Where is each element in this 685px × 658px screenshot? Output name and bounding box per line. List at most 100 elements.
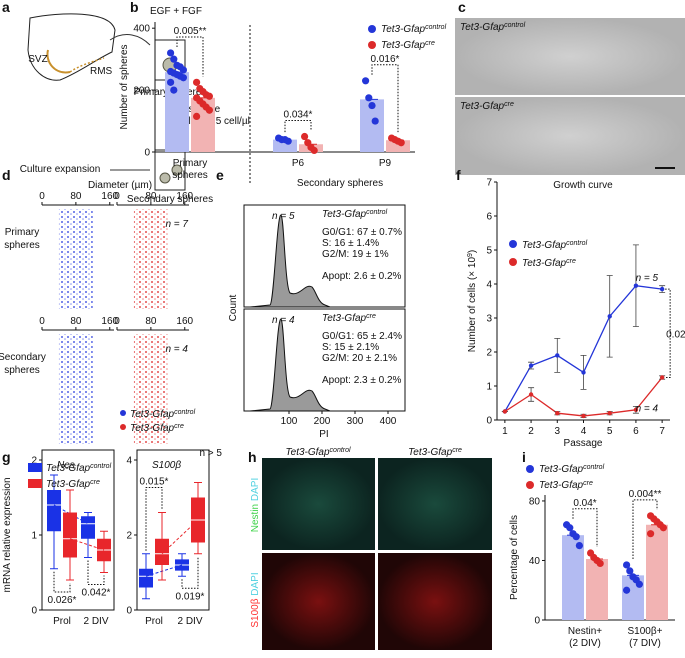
scatter-cloud [58,209,93,309]
annotation: 0.019* [176,591,205,602]
label: n = 7 [165,219,188,230]
x-tick-label: 100 [281,416,298,427]
y-tick-label: 2 [31,456,37,467]
tick-label: 160 [101,316,118,327]
genotype-superscript: control [583,464,604,471]
label: spheres [4,365,40,376]
data-point [596,559,604,568]
significance-bracket [572,508,598,548]
label: n = 4 [272,315,295,326]
stain-label: S100β DAPI [250,572,261,627]
scatter-cloud [133,209,168,309]
label: Diameter (µm) [88,180,152,191]
y-tick-label: 0 [144,148,150,159]
y-tick-label: 200 [133,86,150,97]
x-tick-label: 7 [659,426,665,437]
bar [386,140,410,152]
label-part: Number of cells (× 10 [467,257,478,353]
y-tick-label: 80 [529,496,541,507]
data-point [575,541,584,550]
annotation: 0.04* [573,498,596,509]
x-tick-label: 200 [314,416,331,427]
stat: Apopt: 2.3 ± 0.2% [322,375,402,386]
y-tick-label: 2 [126,531,132,542]
genotype-superscript: control [366,209,387,216]
legend-marker [526,481,534,489]
genotype-superscript: cre [504,101,514,108]
data-point [659,524,668,532]
panel-label: a [2,0,10,15]
panel-label: d [2,167,11,183]
whisker-cap [178,553,186,577]
y-tick-label: 4 [486,280,492,291]
label: EGF + FGF [150,6,202,17]
median-connector [145,564,183,577]
whisker-cap [50,474,58,570]
whisker-cap [66,489,74,581]
genotype-label: Tet3-Gfapcontrol [130,409,196,421]
data-point [179,66,187,74]
whisker-cap [194,482,202,555]
stain: S100β [250,598,261,627]
y-tick-label: 0 [126,606,132,617]
genotype-name: Tet3-Gfap [381,40,426,51]
panel-label: c [458,0,466,15]
chart-title: Growth curve [553,180,613,191]
panel-label: f [456,167,461,183]
genotype-name: Tet3-Gfap [130,409,175,420]
annotation: 0.004** [629,489,662,500]
data-point [647,530,655,538]
data-point [368,101,376,110]
genotype-superscript: cre [452,447,462,454]
data-point [179,74,187,82]
x-tick-label: Primary [173,158,207,169]
x-tick-label: (2 DIV) [569,638,601,649]
y-tick-label: 6 [486,212,492,223]
stat: Apopt: 2.6 ± 0.2% [322,271,402,282]
legend-marker [368,25,376,33]
genotype-label: Tet3-Gfapcre [539,480,593,492]
data-point [659,375,665,380]
box [81,516,95,539]
bar [562,535,584,620]
data-point [566,524,574,532]
tick-label: 160 [176,191,193,202]
genotype-label: Tet3-Gfapcontrol [522,240,588,252]
stat: G0/G1: 65 ± 2.4% [322,331,402,342]
data-point [555,353,560,358]
data-point [205,92,213,100]
x-tick-label: 300 [347,416,364,427]
genotype-name: Tet3-Gfap [46,479,91,490]
genotype-label: Tet3-Gfapcontrol [460,22,526,34]
micrograph [455,18,685,95]
annotation: 0.005** [174,26,207,37]
label-part: ) [467,250,478,253]
data-point [659,286,665,292]
label: n = 5 [272,211,295,222]
x-tick-label: Prol [145,616,163,627]
genotype-name: Tet3-Gfap [46,463,91,474]
panel-label: g [2,449,11,465]
median-connector [161,519,199,555]
data-point [170,55,178,63]
data-point [167,49,175,57]
legend-marker [526,465,534,473]
x-tick-label: S100β+ [628,626,663,637]
annotation: 0.034* [284,110,313,121]
genotype-name: Tet3-Gfap [460,22,505,33]
scatter-cloud [58,334,93,444]
label-part: 9 [467,253,474,257]
data-point [528,363,534,368]
data-point [284,137,292,145]
legend-marker [120,410,126,416]
data-point [301,132,309,141]
whisker-cap [84,512,92,558]
x-tick-label: Prol [53,616,71,627]
y-axis-label: Number of cells (× 109) [467,250,479,353]
annotation: 0.016* [371,54,400,65]
label: Secondary spheres [297,178,383,189]
genotype-superscript: cre [174,423,184,430]
x-tick-label: 2 DIV [83,616,108,627]
genotype-label: Tet3-Gfapcontrol [285,447,351,459]
whisker-cap [142,553,150,600]
